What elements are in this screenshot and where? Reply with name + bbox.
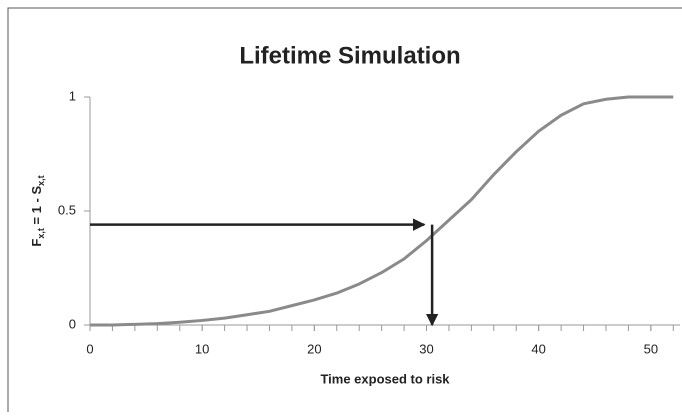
y-axis-label-part: x,t [36,175,46,186]
y-axis-label-part: F [29,239,44,247]
x-tick-label: 40 [531,341,545,356]
x-tick-label: 30 [419,341,433,356]
x-tick-label: 0 [86,341,93,356]
x-tick-label: 20 [307,341,321,356]
x-tick-label: 10 [195,341,209,356]
chart-title: Lifetime Simulation [239,42,460,69]
y-tick-label: 0.5 [58,202,76,217]
x-tick-label: 50 [644,341,658,356]
y-axis-label-part: x,t [36,228,46,239]
frame [7,7,682,417]
y-tick-label: 1 [69,88,76,103]
x-axis-label: Time exposed to risk [320,371,450,386]
line-series [90,95,674,327]
y-tick-label: 0 [69,316,76,331]
y-axis-label-part: = 1 - S [29,186,44,229]
y-axis-label: Fx,t = 1 - Sx,t [29,175,46,246]
